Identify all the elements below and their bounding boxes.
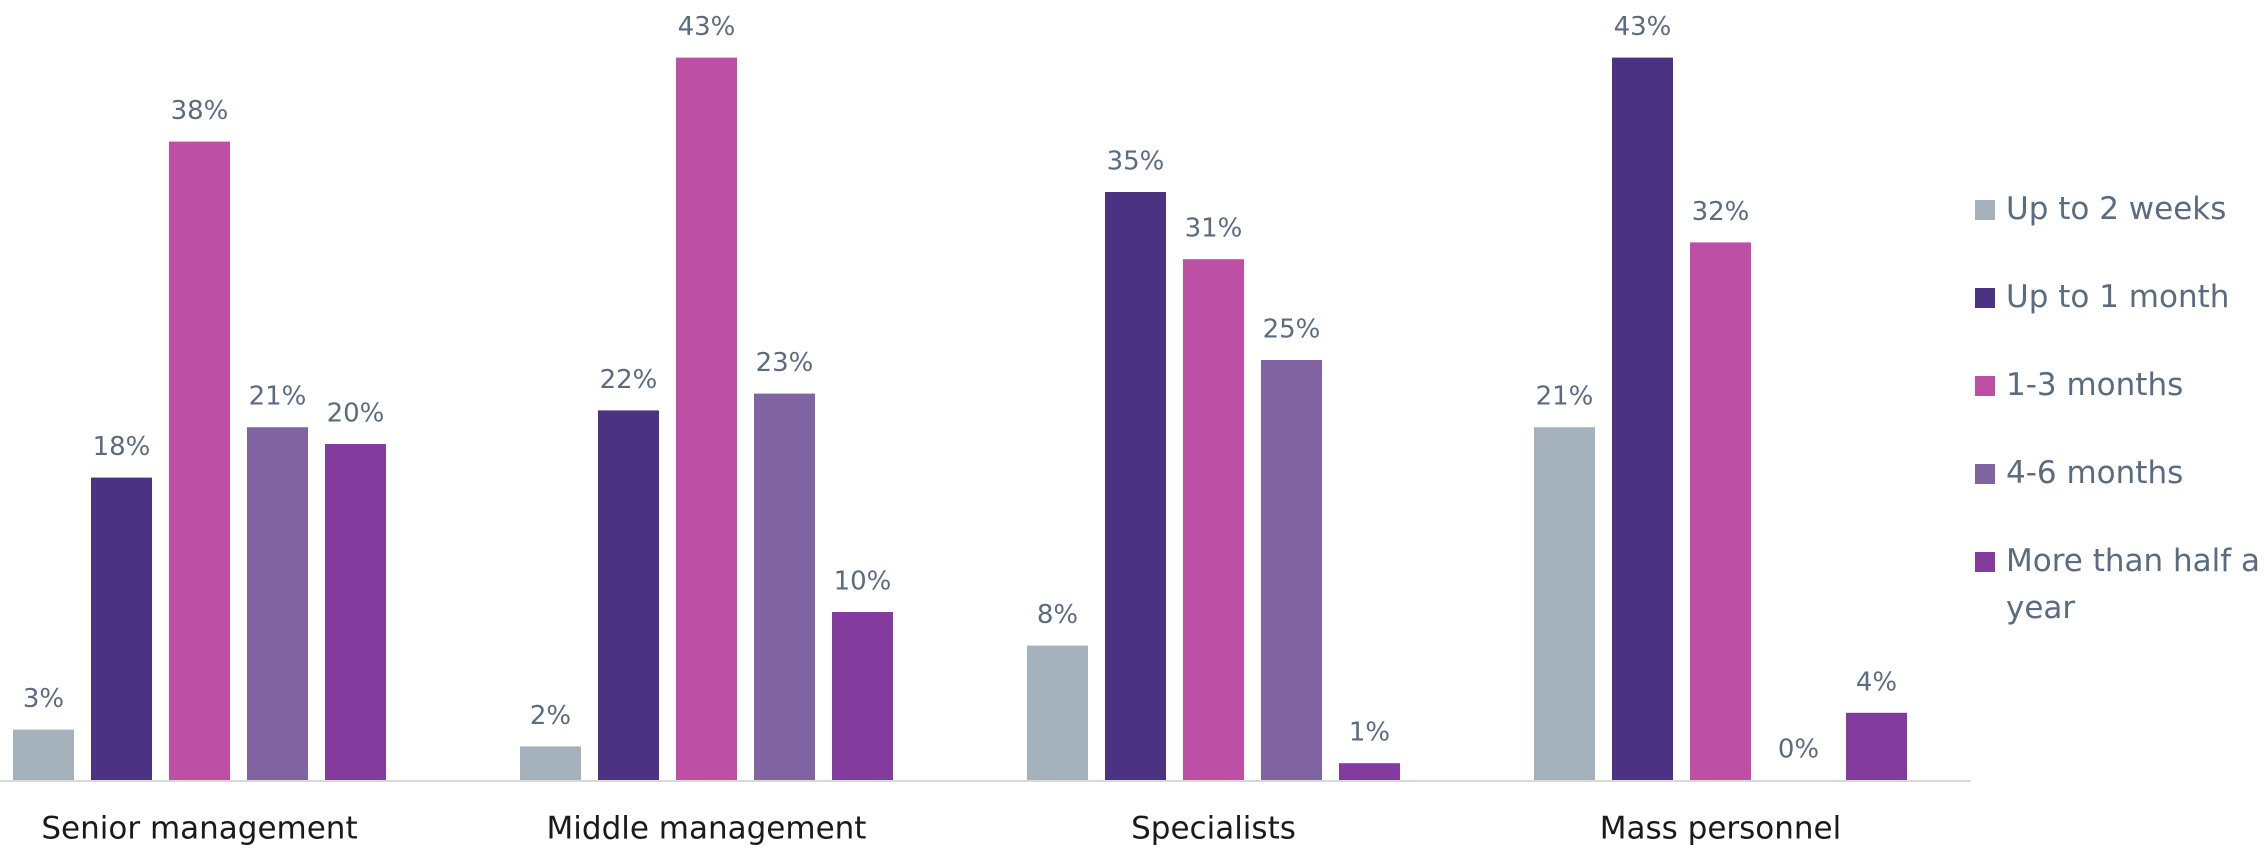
x-tick-label: Senior management <box>41 811 357 847</box>
x-tick-label: Mass personnel <box>1600 811 1842 847</box>
legend-label: Up to 2 weeks <box>2006 191 2227 227</box>
legend-swatch <box>1975 200 1995 220</box>
legend-item: Up to 2 weeks <box>1975 186 2264 233</box>
data-label: 38% <box>171 96 229 126</box>
bar <box>832 612 893 780</box>
data-label: 21% <box>1536 382 1594 412</box>
bar <box>1690 242 1751 780</box>
legend-label: 1-3 months <box>2006 367 2184 403</box>
bar <box>169 141 230 781</box>
bar <box>1183 259 1244 780</box>
data-label: 43% <box>1614 12 1672 42</box>
bar <box>13 729 74 780</box>
legend-swatch <box>1975 376 1995 396</box>
x-tick-label: Specialists <box>1131 811 1296 847</box>
legend-item: More than half a year <box>1975 538 2264 632</box>
bar <box>1105 192 1166 780</box>
legend-swatch <box>1975 464 1995 484</box>
data-label: 23% <box>756 348 814 378</box>
bar <box>1027 645 1088 780</box>
bar <box>520 746 581 780</box>
data-label: 32% <box>1692 197 1750 227</box>
x-tick-label: Middle management <box>547 811 867 847</box>
legend-swatch <box>1975 288 1995 308</box>
data-label: 4% <box>1856 667 1897 697</box>
data-label: 25% <box>1263 315 1321 345</box>
legend-label: More than half a year <box>2006 543 2261 626</box>
data-label: 0% <box>1778 735 1819 765</box>
data-label: 1% <box>1349 718 1390 748</box>
bar <box>1534 427 1595 780</box>
data-label: 2% <box>530 701 571 731</box>
bar <box>1846 712 1907 780</box>
bar <box>676 57 737 781</box>
legend-swatch <box>1975 552 1995 572</box>
bar <box>598 410 659 780</box>
data-label: 20% <box>327 399 385 429</box>
data-label: 8% <box>1037 600 1078 630</box>
bar <box>91 477 152 780</box>
bar <box>1339 763 1400 780</box>
legend: Up to 2 weeks Up to 1 month 1-3 months 4-6 … <box>1975 186 2264 673</box>
data-label: 10% <box>834 567 892 597</box>
data-label: 35% <box>1107 147 1165 177</box>
bar <box>1612 57 1673 781</box>
legend-item: Up to 1 month <box>1975 274 2264 321</box>
data-label: 21% <box>249 382 307 412</box>
legend-item: 4-6 months <box>1975 450 2264 497</box>
data-label: 18% <box>93 432 151 462</box>
legend-label: 4-6 months <box>2006 455 2184 491</box>
bar <box>325 444 386 780</box>
legend-item: 1-3 months <box>1975 362 2264 409</box>
bar <box>1261 360 1322 780</box>
data-label: 31% <box>1185 214 1243 244</box>
data-label: 22% <box>600 365 658 395</box>
bar <box>754 393 815 780</box>
data-label: 43% <box>678 12 736 42</box>
data-label: 3% <box>23 684 64 714</box>
bar <box>247 427 308 780</box>
legend-label: Up to 1 month <box>2006 279 2230 315</box>
